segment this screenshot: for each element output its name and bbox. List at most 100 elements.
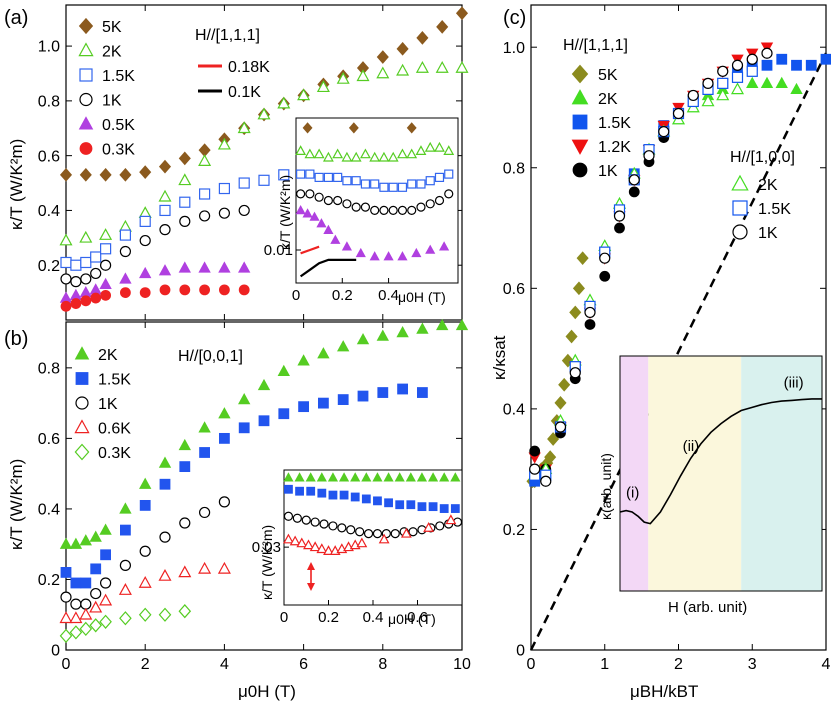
b_main-series-1-point	[298, 401, 310, 413]
c-legend-6-label: 1.5K	[758, 201, 791, 218]
a_main-series-1-point	[99, 228, 113, 240]
b_main-xtick-label: 10	[453, 656, 471, 673]
c_main-xtick-label: 2	[674, 656, 683, 673]
a_main-series-3-point	[80, 273, 92, 285]
b_inset-series-3-point	[303, 539, 314, 550]
b_main-series-1-point	[120, 524, 131, 536]
c_main-series-7-point	[687, 89, 699, 102]
panel-a-field-direction: H//[1,1,1]	[195, 27, 260, 44]
c_main-series-0-point	[554, 395, 567, 410]
a-legend-4-label: 0.5K	[102, 117, 135, 134]
b_inset-series-0-point	[327, 472, 339, 482]
b-inset-xtick-label: 0	[280, 609, 288, 626]
a_main-series-1-point	[59, 233, 73, 246]
c_main-series-4-point	[628, 186, 640, 198]
panel-c-inset-curve	[619, 398, 822, 525]
a-legend-2-marker	[79, 68, 93, 82]
a_main-series-0-point	[376, 50, 389, 64]
a_main-series-1-point	[277, 96, 291, 109]
b_main-xtick-label: 0	[62, 656, 71, 673]
b_inset-series-2-point	[301, 515, 311, 525]
c_main-series-1-point	[760, 76, 774, 89]
b_main-series-2-point	[99, 577, 112, 589]
b_main-series-4-point	[119, 611, 132, 626]
b_main-series-1-point	[357, 390, 369, 402]
c_main-series-7-point	[628, 174, 640, 186]
b_main-series-0-point	[69, 537, 83, 549]
b_inset-series-3-point	[423, 522, 435, 532]
a_main-ytick-label: 0.8	[38, 93, 60, 110]
b_main-series-0-point	[89, 530, 102, 542]
b_inset-series-2-point	[337, 523, 347, 533]
a-legend-1-label: 2K	[102, 44, 122, 61]
b_main-series-1-point	[317, 397, 329, 409]
c_main-ytick-label: 1.0	[503, 40, 525, 57]
b_inset-series-3-point	[378, 533, 390, 544]
panel-a-frame	[65, 4, 463, 321]
b_inset-series-2-point	[363, 529, 374, 539]
panel-b-inset-points	[283, 472, 463, 556]
b_main-ytick-label: 0.8	[38, 360, 60, 377]
a_main-series-2-point	[159, 204, 171, 217]
b_inset-series-2-point	[435, 521, 445, 531]
b_main-series-0-point	[396, 326, 409, 338]
b_main-series-0-point	[158, 456, 172, 468]
panel-a-label: (a)	[4, 7, 28, 29]
b_inset-series-1-point	[395, 500, 405, 510]
panel-b-x-ticks: 0 2 4 6 8 10	[62, 322, 471, 673]
panel-b-xlabel: μ0H (T)	[238, 682, 296, 701]
b_main-series-3-point	[118, 583, 132, 595]
b_inset-series-3-point	[296, 537, 308, 548]
b_inset-series-3-point	[323, 545, 334, 556]
b_inset-series-1-point	[317, 488, 327, 498]
a_main-series-5-point	[159, 284, 171, 296]
b_main-series-0-point	[198, 421, 211, 433]
b_main-series-4-point	[59, 628, 73, 644]
a-legend-3-marker	[79, 92, 93, 107]
a_main-series-4-point	[99, 277, 112, 290]
a_inset-series-4-point	[316, 218, 327, 228]
c-legend-6-marker	[732, 200, 748, 216]
c-legend-0-label: 5K	[598, 67, 618, 84]
panel-b-y-ticks: 0 0.2 0.4 0.6 0.8	[38, 360, 462, 660]
a-legend-0-marker	[78, 17, 94, 35]
panel-c-inset-region-ii	[648, 356, 742, 591]
b-legend-4-label: 0.3K	[98, 445, 131, 462]
a_inset-series-4-point	[397, 251, 408, 261]
c_main-series-2-point	[820, 53, 831, 65]
a_main-series-3-point	[99, 259, 112, 271]
a-line-legend-0-label: 0.18K	[228, 59, 270, 76]
panel-a-inset-points	[295, 122, 455, 278]
a_inset-series-1-point	[313, 148, 325, 159]
a_main-series-3-point	[159, 224, 171, 236]
b_inset-series-1-point	[306, 486, 316, 496]
panel-c-inset: (i) (ii) (iii) H (arb. unit) κ(arb. unit…	[598, 355, 823, 616]
a_inset-series-1-point	[295, 145, 307, 155]
b_inset-series-2-point	[319, 519, 329, 529]
b_main-series-0-point	[337, 340, 350, 352]
a_inset-series-1-point	[434, 141, 445, 152]
c_main-series-0-point	[544, 450, 557, 464]
a-inset-xtick-label: 0.2	[332, 287, 353, 304]
a_inset-series-3-point	[397, 205, 408, 215]
b_inset-series-0-point	[405, 472, 416, 482]
b_main-series-1-point	[218, 432, 230, 444]
c_main-series-7-point	[529, 463, 541, 475]
b_main-series-1-point	[159, 478, 171, 490]
b_main-series-3-point	[99, 593, 113, 606]
c-legend-4-label: 1K	[598, 163, 618, 180]
a_inset-series-4-point	[295, 204, 306, 215]
a_inset-series-2-point	[379, 182, 389, 192]
b_inset-series-0-point	[338, 472, 350, 482]
a_inset-series-2-point	[333, 172, 343, 182]
c_main-ytick-label: 0	[516, 643, 525, 660]
a_inset-series-3-point	[407, 205, 417, 215]
b_inset-series-0-point	[283, 472, 294, 482]
panel-b-ylabel: κ/T (W/K²m)	[7, 459, 26, 550]
b_main-ytick-label: 0.2	[38, 572, 60, 589]
c_main-series-0-point	[572, 281, 585, 296]
panel-c-inset-region-i	[620, 356, 649, 591]
c_main-series-0-point	[565, 329, 578, 344]
c_main-ytick-label: 0.8	[503, 160, 525, 177]
a_inset-series-4-point	[439, 241, 450, 251]
